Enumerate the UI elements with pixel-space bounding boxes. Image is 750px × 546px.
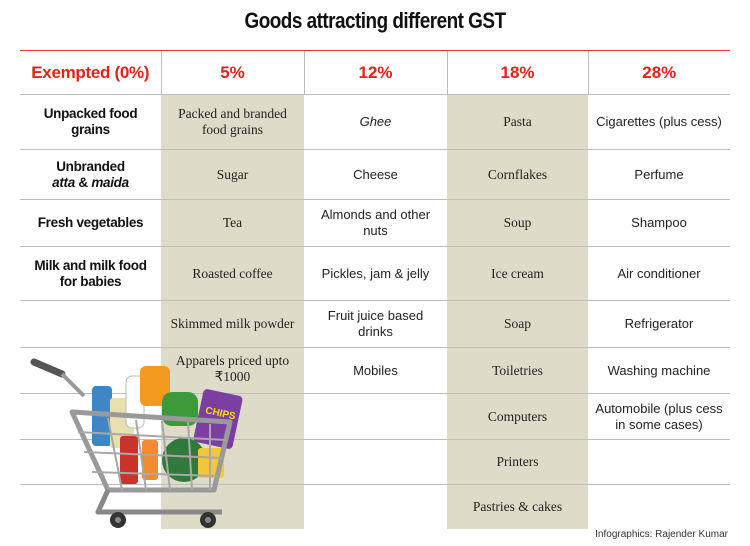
header-row: Exempted (0%) 5% 12% 18% 28%	[20, 50, 730, 95]
cell: Cornflakes	[447, 149, 588, 200]
table-row: Unpacked food grains Packed and branded …	[20, 94, 730, 150]
cell: Pickles, jam & jelly	[304, 246, 447, 301]
cell	[304, 485, 447, 529]
cell: Air conditioner	[588, 246, 730, 301]
cell: Refrigerator	[588, 300, 730, 348]
cell: Printers	[447, 439, 588, 485]
cell: Cheese	[304, 149, 447, 200]
cell: Ghee	[304, 94, 447, 150]
cell: Computers	[447, 393, 588, 440]
page-title: Goods attracting different GST	[244, 8, 506, 33]
cell: Packed and branded food grains	[161, 94, 304, 150]
cell: Apparels priced upto ₹1000	[161, 347, 304, 394]
cell: Washing machine	[588, 347, 730, 394]
cell: Mobiles	[304, 347, 447, 394]
cell: Shampoo	[588, 199, 730, 247]
atta-text: atta	[52, 174, 75, 190]
table-row: Apparels priced upto ₹1000 Mobiles Toile…	[20, 347, 730, 394]
cell: Unbranded atta & maida	[20, 149, 161, 200]
cell	[588, 439, 730, 485]
cell: Unpacked food grains	[20, 94, 161, 150]
cell: Sugar	[161, 149, 304, 200]
cell: Almonds and other nuts	[304, 199, 447, 247]
cell	[588, 485, 730, 529]
cell	[304, 439, 447, 485]
cell: Fruit juice based drinks	[304, 300, 447, 348]
cell: Milk and milk food for babies	[20, 246, 161, 301]
cell: Automobile (plus cess in some cases)	[588, 393, 730, 440]
cell: Skimmed milk powder	[161, 300, 304, 348]
col-header-12: 12%	[303, 50, 447, 95]
cell	[20, 300, 161, 348]
table-row: Skimmed milk powder Fruit juice based dr…	[20, 300, 730, 348]
col-header-18: 18%	[446, 50, 588, 95]
credit-text: Infographics: Rajender Kumar	[595, 529, 728, 540]
shopping-cart-illustration: CHIPS	[30, 358, 243, 528]
table-row: Unbranded atta & maida Sugar Cheese Cornf…	[20, 149, 730, 200]
cell: Perfume	[588, 149, 730, 200]
cell-line: Unbranded	[56, 158, 125, 174]
table-row: Fresh vegetables Tea Almonds and other n…	[20, 199, 730, 247]
cell: Cigarettes (plus cess)	[588, 94, 730, 150]
cell: Toiletries	[447, 347, 588, 394]
amp-text: &	[74, 174, 92, 190]
gst-table: Exempted (0%) 5% 12% 18% 28% Unpacked fo…	[20, 50, 730, 529]
cell	[304, 393, 447, 440]
cell: Pastries & cakes	[447, 484, 588, 529]
cell: Tea	[161, 199, 304, 247]
col-header-28: 28%	[587, 50, 730, 95]
col-header-exempted: Exempted (0%)	[20, 50, 161, 95]
cell: Roasted coffee	[161, 246, 304, 301]
cell: Soup	[447, 199, 588, 247]
col-header-5: 5%	[160, 50, 304, 95]
table-row: Milk and milk food for babies Roasted co…	[20, 246, 730, 301]
cell: Soap	[447, 300, 588, 348]
maida-text: maida	[91, 174, 129, 190]
cell: Fresh vegetables	[20, 199, 161, 247]
cell: Ice cream	[447, 246, 588, 301]
cell: Pasta	[447, 94, 588, 150]
